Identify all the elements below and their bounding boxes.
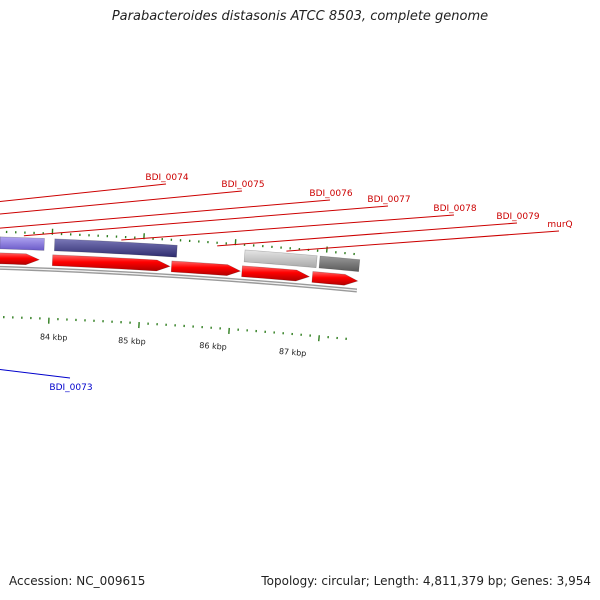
gene-bar-bdi-0077 [0,236,45,251]
label-leader-line [286,230,560,252]
map-title: Parabacteroides distasonis ATCC 8503, co… [111,9,489,24]
gene-label: BDI_0077 [367,195,410,205]
gene-label: murQ [547,220,572,230]
genome-summary-text: Topology: circular; Length: 4,811,379 bp… [261,574,591,588]
gene-label: BDI_0078 [433,204,476,214]
cds-arrow [170,260,242,276]
scale-label: 87 kbp [279,347,307,358]
inner-tick-mark [318,335,320,342]
cds-arrow [0,252,41,266]
label-leader-line [0,183,167,203]
scale-label: 84 kbp [40,332,68,342]
outer-tick-mark [325,246,328,253]
accession-text: Accession: NC_009615 [9,574,146,588]
gene-bar-murq [243,249,318,269]
gene-bar [318,255,361,272]
gene-label: BDI_0073 [49,383,92,393]
gene-label: BDI_0075 [221,180,264,190]
label-leader-line [0,190,243,215]
gene-label: BDI_0076 [309,189,352,199]
scale-label: 86 kbp [199,341,227,352]
label-leader-line [23,205,389,237]
cds-arrow [51,254,171,272]
gene-label: BDI_0079 [496,212,539,222]
gene-bar-bdi-0078 [54,238,178,258]
cds-arrow [241,265,311,282]
label-leader-line [121,214,455,241]
label-leader-line [0,368,71,379]
gene-label: BDI_0074 [145,173,188,183]
label-leader-line [0,199,331,229]
scale-label: 85 kbp [118,336,146,347]
cds-arrow [311,271,359,286]
label-leader-line [217,222,518,247]
backbone-highlight [0,267,357,292]
